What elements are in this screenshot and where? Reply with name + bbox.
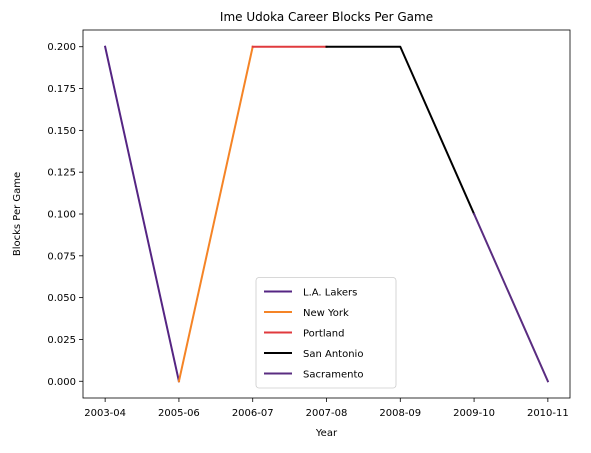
series-line [103, 45, 181, 383]
x-tick-label: 2008-09 [379, 408, 421, 419]
legend-label: L.A. Lakers [303, 288, 357, 299]
legend: L.A. Lakers New York Portland San Antonio Sa… [255, 277, 397, 389]
y-tick-label: 0.000 [47, 377, 76, 388]
legend-box [255, 277, 397, 389]
x-tick-label: 2007-08 [306, 408, 348, 419]
series-line [472, 212, 550, 383]
legend-label: San Antonio [303, 349, 363, 360]
chart-title: Ime Udoka Career Blocks Per Game [220, 10, 433, 24]
x-tick-label: 2005-06 [158, 408, 200, 419]
legend-label: Sacramento [303, 370, 363, 381]
y-tick-label: 0.075 [47, 251, 76, 262]
y-tick-label: 0.175 [47, 84, 76, 95]
x-tick-label: 2003-04 [84, 408, 126, 419]
y-axis-label: Blocks Per Game [12, 172, 23, 256]
x-tick-label: 2009-10 [453, 408, 495, 419]
legend-label: New York [303, 308, 349, 319]
y-tick-label: 0.050 [47, 293, 76, 304]
x-tick-label: 2006-07 [232, 408, 274, 419]
x-axis-label: Year [315, 428, 338, 439]
y-tick-label: 0.025 [47, 335, 76, 346]
y-tick-label: 0.150 [47, 126, 76, 137]
legend-label: Portland [303, 329, 344, 340]
x-tick-label: 2010-11 [527, 408, 569, 419]
y-tick-label: 0.125 [47, 168, 76, 179]
y-tick-label: 0.200 [47, 42, 76, 53]
plot-area: 2003-04 2005-06 2006-07 2007-08 2008-09 2009-… [47, 29, 571, 419]
y-tick-label: 0.100 [47, 210, 76, 221]
series-line [325, 45, 476, 216]
series-line [177, 45, 254, 383]
